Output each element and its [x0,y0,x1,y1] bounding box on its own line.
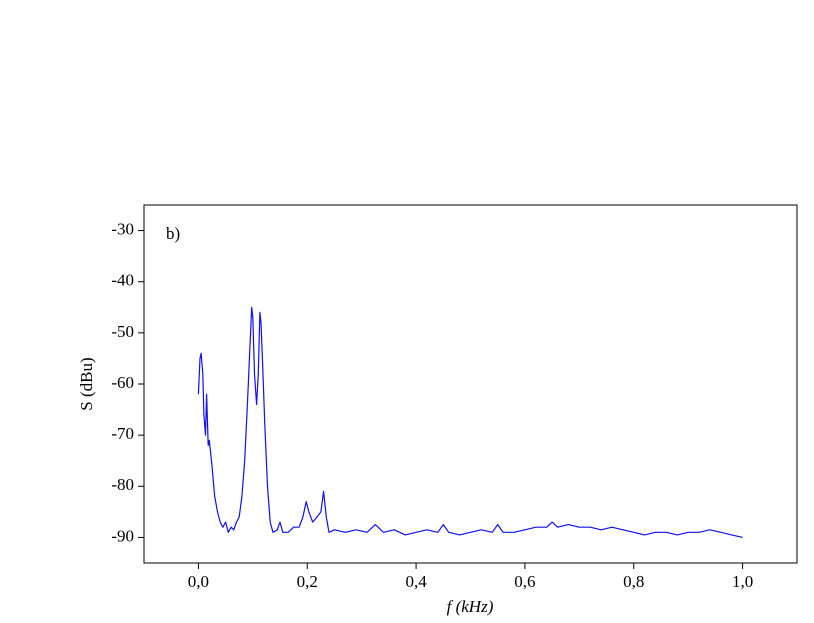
y-tick-label: -30 [111,219,134,238]
y-tick-label: -70 [111,424,134,443]
plot-frame [143,204,798,564]
x-tick-label: 0,6 [514,572,535,591]
y-tick-label: -40 [111,271,134,290]
annotation: b) [166,224,180,243]
x-axis-label: f (kHz) [447,597,494,616]
y-tick-label: -50 [111,322,134,341]
y-tick-label: -60 [111,373,134,392]
x-tick-label: 0,2 [297,572,318,591]
x-tick-label: 1,0 [732,572,753,591]
x-tick-label: 0,0 [188,572,209,591]
spectrum-line [197,306,743,538]
y-tick-label: -80 [111,475,134,494]
y-tick-label: -90 [111,526,134,545]
y-axis-label: S (dBu) [77,357,96,410]
x-tick-label: 0,8 [623,572,644,591]
x-tick-label: 0,4 [405,572,427,591]
